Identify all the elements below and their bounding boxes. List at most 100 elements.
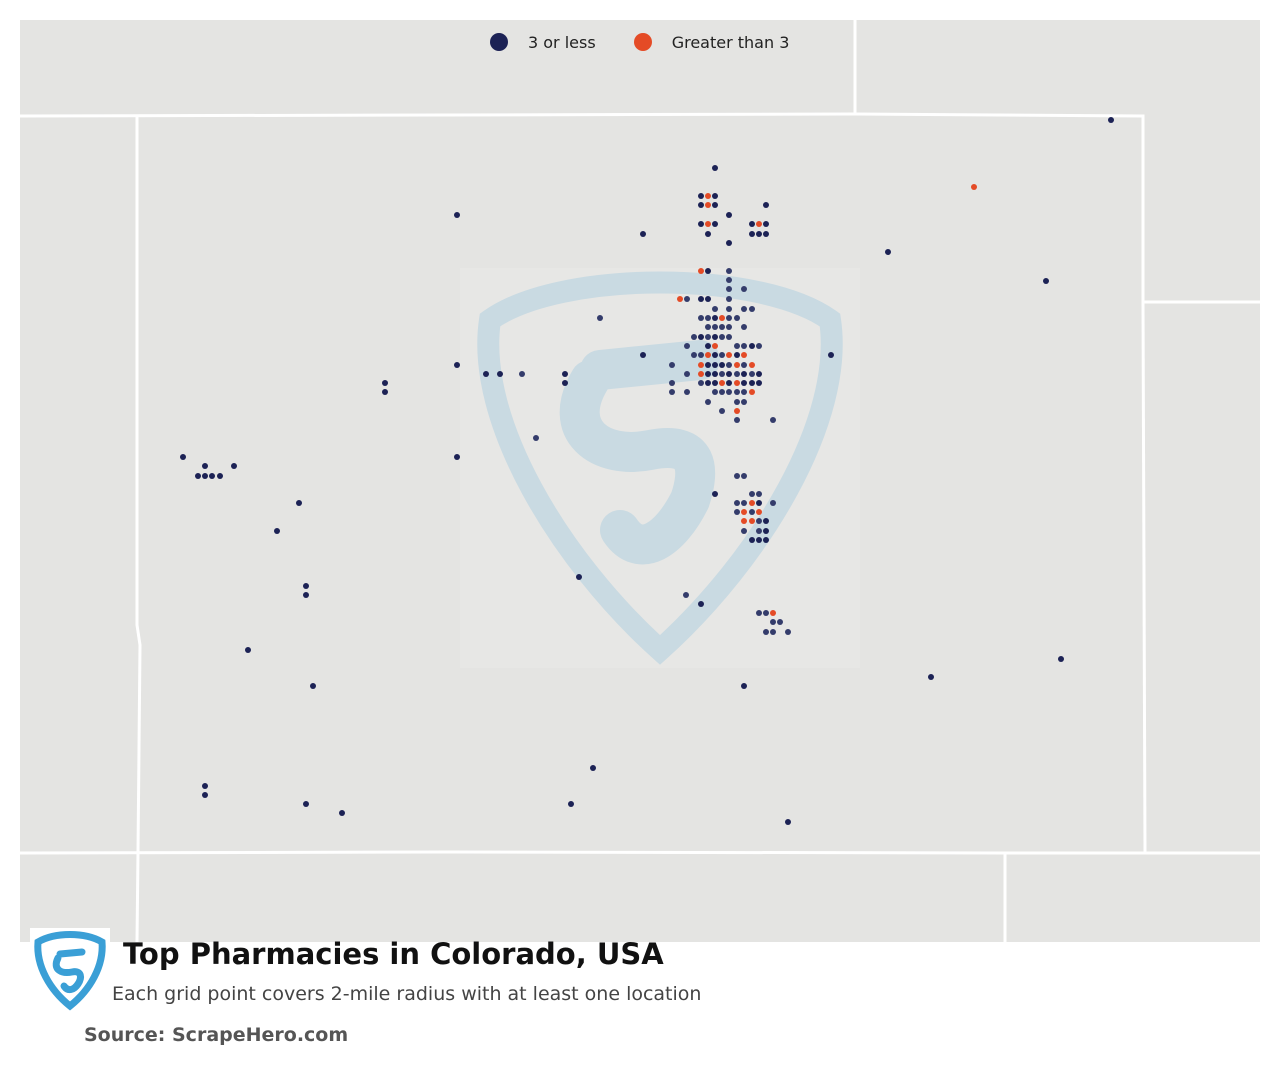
grid-point-low (590, 765, 596, 771)
grid-point-low (274, 528, 280, 534)
grid-point-low (770, 417, 776, 423)
grid-point-high (698, 371, 704, 377)
grid-point-low (785, 629, 791, 635)
grid-point-low (741, 389, 747, 395)
grid-point-low (726, 315, 732, 321)
grid-point-low (741, 683, 747, 689)
grid-point-low (698, 193, 704, 199)
grid-point-low (691, 334, 697, 340)
grid-point-low (726, 371, 732, 377)
grid-point-low (734, 389, 740, 395)
grid-point-low (726, 380, 732, 386)
grid-point-high (749, 500, 755, 506)
grid-point-low (217, 473, 223, 479)
grid-point-low (749, 491, 755, 497)
grid-point-high (719, 315, 725, 321)
grid-point-low (712, 193, 718, 199)
grid-point-low (734, 315, 740, 321)
grid-point-low (741, 324, 747, 330)
grid-point-low (684, 296, 690, 302)
grid-point-low (734, 473, 740, 479)
grid-point-low (231, 463, 237, 469)
grid-point-low (684, 389, 690, 395)
grid-point-low (749, 306, 755, 312)
grid-point-low (741, 380, 747, 386)
grid-point-low (741, 399, 747, 405)
grid-point-low (568, 801, 574, 807)
grid-point-low (712, 491, 718, 497)
grid-point-low (726, 362, 732, 368)
grid-point-low (749, 231, 755, 237)
grid-point-low (756, 528, 762, 534)
grid-point-low (454, 362, 460, 368)
grid-point-low (756, 491, 762, 497)
grid-point-low (726, 306, 732, 312)
grid-point-low (770, 629, 776, 635)
grid-point-low (705, 371, 711, 377)
grid-point-low (669, 380, 675, 386)
grid-point-low (705, 324, 711, 330)
grid-point-high (770, 610, 776, 616)
grid-point-high (734, 362, 740, 368)
grid-point-low (1043, 278, 1049, 284)
grid-point-low (726, 212, 732, 218)
legend-item-high: Greater than 3 (633, 33, 789, 52)
grid-point-low (483, 371, 489, 377)
grid-point-low (1108, 117, 1114, 123)
grid-point-low (770, 500, 776, 506)
grid-point-low (763, 537, 769, 543)
legend-item-low: 3 or less (490, 33, 596, 52)
grid-point-low (719, 334, 725, 340)
grid-point-low (698, 334, 704, 340)
grid-point-low (741, 371, 747, 377)
grid-point-low (756, 380, 762, 386)
grid-point-low (705, 315, 711, 321)
grid-point-low (741, 528, 747, 534)
grid-point-high (741, 352, 747, 358)
grid-point-low (576, 574, 582, 580)
grid-point-high (734, 408, 740, 414)
grid-point-low (756, 500, 762, 506)
grid-point-low (705, 231, 711, 237)
grid-point-low (1058, 656, 1064, 662)
grid-point-low (726, 268, 732, 274)
grid-point-low (763, 202, 769, 208)
grid-point-low (705, 380, 711, 386)
grid-point-low (640, 352, 646, 358)
grid-point-low (712, 380, 718, 386)
grid-point-low (734, 399, 740, 405)
grid-point-low (734, 417, 740, 423)
grid-point-low (691, 352, 697, 358)
grid-point-low (734, 500, 740, 506)
grid-point-high (749, 362, 755, 368)
grid-point-low (712, 389, 718, 395)
grid-point-low (712, 352, 718, 358)
grid-point-low (741, 343, 747, 349)
grid-point-low (209, 473, 215, 479)
grid-point-low (705, 296, 711, 302)
grid-point-low (597, 315, 603, 321)
grid-point-high (705, 221, 711, 227)
grid-point-low (770, 619, 776, 625)
grid-point-low (719, 389, 725, 395)
grid-point-low (712, 371, 718, 377)
grid-point-low (763, 518, 769, 524)
grid-point-high (756, 509, 762, 515)
grid-point-low (712, 334, 718, 340)
legend-label-low: 3 or less (528, 32, 596, 52)
grid-point-low (777, 619, 783, 625)
grid-point-low (756, 371, 762, 377)
grid-point-low (741, 306, 747, 312)
grid-point-low (698, 352, 704, 358)
grid-point-low (705, 399, 711, 405)
grid-point-low (683, 592, 689, 598)
grid-point-low (705, 268, 711, 274)
grid-point-low (382, 389, 388, 395)
grid-point-low (698, 601, 704, 607)
grid-point-low (726, 296, 732, 302)
grid-point-low (741, 500, 747, 506)
grid-point-low (741, 286, 747, 292)
grid-point-low (339, 810, 345, 816)
grid-point-low (763, 610, 769, 616)
grid-point-low (712, 324, 718, 330)
